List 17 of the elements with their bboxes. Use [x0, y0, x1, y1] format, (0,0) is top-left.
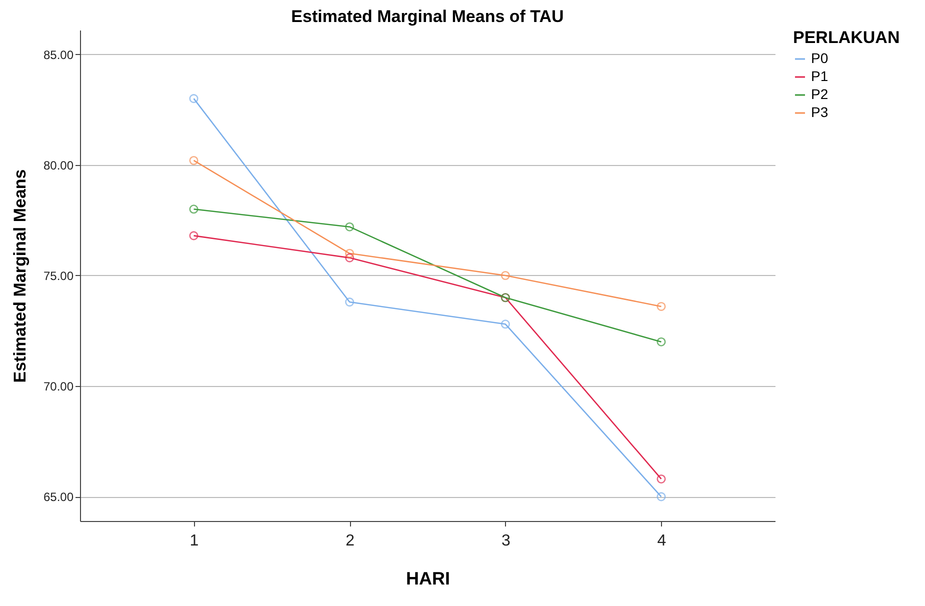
y-tick-label: 85.00 — [43, 48, 74, 62]
legend-title: PERLAKUAN — [793, 28, 900, 47]
legend-label: P1 — [811, 68, 828, 84]
legend-label: P0 — [811, 50, 828, 66]
y-axis-title: Estimated Marginal Means — [10, 169, 30, 383]
x-tick-label: 4 — [657, 532, 666, 550]
chart-title: Estimated Marginal Means of TAU — [291, 7, 564, 26]
legend-label: P3 — [811, 104, 828, 120]
y-tick-label: 75.00 — [43, 269, 74, 283]
y-tick-label: 65.00 — [43, 490, 74, 504]
y-tick-label: 70.00 — [43, 380, 74, 394]
x-tick-label: 3 — [501, 532, 510, 550]
x-axis-title: HARI — [406, 568, 450, 588]
x-tick-label: 1 — [190, 532, 199, 550]
x-tick-label: 2 — [346, 532, 355, 550]
y-tick-label: 80.00 — [43, 158, 74, 172]
legend-label: P2 — [811, 86, 828, 102]
